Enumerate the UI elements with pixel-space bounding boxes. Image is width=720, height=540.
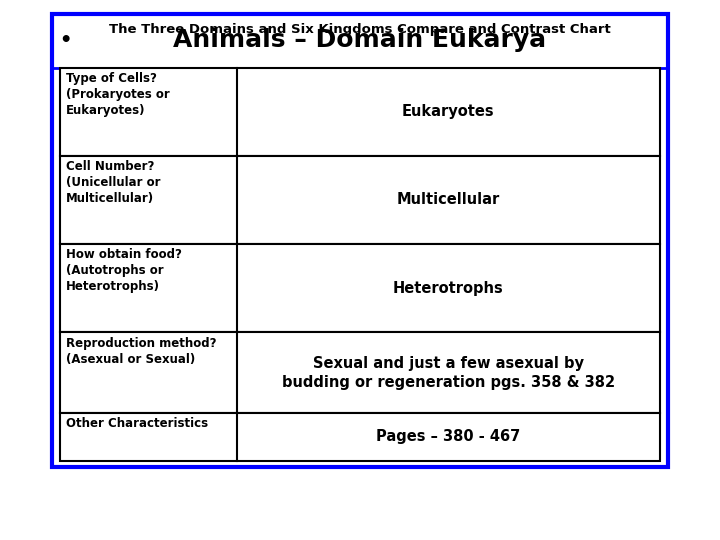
Text: Sexual and just a few asexual by
budding or regeneration pgs. 358 & 382: Sexual and just a few asexual by budding…	[282, 356, 615, 389]
Bar	[52, 14, 668, 467]
Text: Eukaryotes: Eukaryotes	[402, 104, 495, 119]
Text: Other Characteristics: Other Characteristics	[66, 417, 208, 430]
Bar	[60, 333, 660, 413]
Text: •: •	[59, 31, 71, 50]
Text: The Three Domains and Six Kingdoms Compare and Contrast Chart: The Three Domains and Six Kingdoms Compa…	[109, 23, 611, 36]
Text: Cell Number?
(Unicellular or
Multicellular): Cell Number? (Unicellular or Multicellul…	[66, 160, 161, 205]
Bar	[60, 413, 660, 461]
Bar	[60, 68, 660, 156]
Text: Pages – 380 - 467: Pages – 380 - 467	[377, 429, 521, 444]
Text: Heterotrophs: Heterotrophs	[393, 281, 504, 296]
Text: Multicellular: Multicellular	[397, 192, 500, 207]
Text: How obtain food?
(Autotrophs or
Heterotrophs): How obtain food? (Autotrophs or Heterotr…	[66, 248, 182, 293]
Text: Reproduction method?
(Asexual or Sexual): Reproduction method? (Asexual or Sexual)	[66, 337, 217, 366]
Text: Animals – Domain Eukarya: Animals – Domain Eukarya	[174, 29, 546, 52]
Text: Type of Cells?
(Prokaryotes or
Eukaryotes): Type of Cells? (Prokaryotes or Eukaryote…	[66, 72, 170, 117]
Bar	[60, 156, 660, 244]
Bar	[60, 244, 660, 333]
